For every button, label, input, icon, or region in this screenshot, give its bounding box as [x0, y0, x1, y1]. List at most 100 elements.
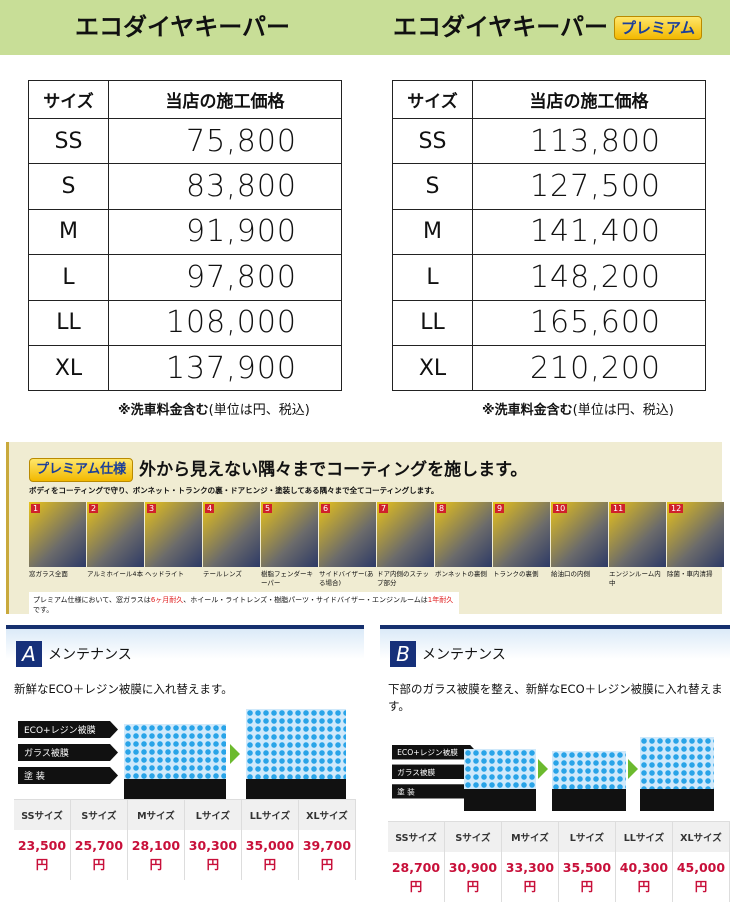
- item-number: 11: [611, 504, 626, 513]
- size-header-row: SSサイズ Sサイズ Mサイズ Lサイズ LLサイズ XLサイズ: [14, 799, 357, 830]
- label-glass: ガラス被膜: [392, 764, 477, 779]
- note-rest: (単位は円、税込): [208, 403, 310, 418]
- price-value: 30,300: [188, 837, 238, 853]
- coating-area-item: 7 ドア内側のステップ部分: [377, 502, 434, 588]
- price-cell: 108,000: [108, 299, 342, 346]
- yen-unit: 円: [409, 878, 423, 894]
- premium-title: エコダイヤキーパー プレミアム: [365, 0, 730, 55]
- item-caption: サイドバイザー(ある場合): [319, 570, 374, 587]
- coating-area-item: 4 テールレンズ: [203, 502, 260, 588]
- layer-diagram-after: [246, 709, 346, 779]
- maintenance-b-heading: B メンテナンス: [390, 641, 506, 667]
- price-cell: 91,900: [108, 208, 342, 256]
- item-number: 3: [147, 504, 157, 513]
- item-caption: 給油口の内側: [551, 570, 590, 578]
- size-header: サイズ: [392, 80, 473, 119]
- item-number: 7: [379, 504, 389, 513]
- premium-spec-banner: プレミアム仕様 外から見えない隅々までコーティングを施します。 ボディをコーティン…: [6, 442, 724, 618]
- price-cell: 141,400: [472, 208, 706, 256]
- fn-a: プレミアム仕様において、窓ガラスは: [33, 596, 151, 604]
- price-cell: 40,300 円: [615, 851, 673, 902]
- maintenance-a-heading: A メンテナンス: [16, 641, 132, 667]
- price-cell: 30,300 円: [184, 829, 242, 880]
- coating-area-item: 3 ヘッドライト: [145, 502, 202, 588]
- size-header: Lサイズ: [558, 821, 616, 852]
- size-cell: SS: [392, 117, 473, 165]
- coating-photo: 8: [435, 502, 492, 567]
- coating-area-item: 5 樹脂フェンダーキーパー: [261, 502, 318, 588]
- coating-photo: 2: [87, 502, 144, 567]
- premium-price-table: サイズ 当店の施工価格 SS 113,800 S 127,500 M 141,400 L 148,…: [392, 80, 706, 392]
- price-value: 35,000: [245, 837, 295, 853]
- item-number: 6: [321, 504, 331, 513]
- size-cell: S: [392, 163, 473, 210]
- layer-diagram-middle: [552, 751, 626, 789]
- layer-diagram-before: [124, 724, 226, 779]
- size-header: Mサイズ: [501, 821, 559, 852]
- item-caption: ドア内側のステップ部分: [377, 570, 429, 587]
- price-cell: 148,200: [472, 254, 706, 301]
- price-cell: 35,500 円: [558, 851, 616, 902]
- table-row: L 97,800: [28, 254, 342, 301]
- fn-red1: 6ヶ月耐久: [150, 596, 184, 604]
- header-row: サイズ 当店の施工価格: [28, 80, 342, 119]
- yen-unit: 円: [694, 878, 708, 894]
- price-cell: 137,900: [108, 344, 342, 392]
- price-value: 33,300: [505, 859, 555, 875]
- letter-b-icon: B: [390, 641, 416, 667]
- yen-unit: 円: [149, 856, 163, 872]
- price-header: 当店の施工価格: [108, 80, 342, 119]
- coating-photo: 12: [667, 502, 724, 567]
- price-cell: 75,800: [108, 117, 342, 165]
- coating-photo: 3: [145, 502, 202, 567]
- size-cell: S: [28, 163, 109, 210]
- item-number: 4: [205, 504, 215, 513]
- item-caption: トランクの裏側: [493, 570, 539, 578]
- coating-photo: 5: [261, 502, 318, 567]
- table-row: LL 165,600: [392, 299, 706, 346]
- item-caption: エンジンルーム内中: [609, 570, 661, 587]
- maintenance-a-panel: A メンテナンス 新鮮なECO＋レジン被膜に入れ替えます。 ECO+レジン被膜 ガ…: [6, 625, 364, 886]
- coating-photo: 6: [319, 502, 376, 567]
- item-number: 2: [89, 504, 99, 513]
- size-header: Sサイズ: [444, 821, 502, 852]
- banner-subtitle: ボディをコーティングで守り、ボンネット・トランクの裏・ドアヒンジ・塗装してある隅…: [29, 486, 439, 495]
- size-cell: LL: [28, 299, 109, 346]
- layer-diagram-before: [464, 749, 536, 789]
- size-cell: SS: [28, 117, 109, 165]
- size-header: Sサイズ: [70, 799, 128, 830]
- price-cell: 23,500 円: [14, 829, 71, 880]
- price-row: 23,500 円 25,700 円 28,100 円 30,300 円 35,000 円 39,70…: [14, 829, 357, 880]
- price-cell: 35,000 円: [241, 829, 299, 880]
- price-row: 28,700 円 30,900 円 33,300 円 35,500 円 40,300 円 45,00…: [388, 851, 730, 902]
- size-header-row: SSサイズ Sサイズ Mサイズ Lサイズ LLサイズ XLサイズ: [388, 821, 730, 852]
- label-glass: ガラス被膜: [18, 744, 118, 761]
- size-header: Mサイズ: [127, 799, 185, 830]
- price-value: 30,900: [448, 859, 498, 875]
- coating-area-item: 8 ボンネットの裏側: [435, 502, 492, 588]
- table-row: SS 75,800: [28, 117, 342, 165]
- price-cell: 113,800: [472, 117, 706, 165]
- coating-photo: 1: [29, 502, 86, 567]
- table-row: M 141,400: [392, 208, 706, 256]
- table-row: XL 210,200: [392, 344, 706, 392]
- size-cell: M: [28, 208, 109, 256]
- item-caption: アルミホイール4本: [87, 570, 144, 578]
- yen-unit: 円: [466, 878, 480, 894]
- paint-layer: [464, 789, 536, 811]
- maintenance-b-title: メンテナンス: [422, 647, 506, 663]
- size-header: SSサイズ: [14, 799, 71, 830]
- size-header: サイズ: [28, 80, 109, 119]
- standard-title: エコダイヤキーパー: [0, 0, 365, 55]
- arrow-icon: [538, 759, 548, 779]
- table-row: SS 113,800: [392, 117, 706, 165]
- coating-area-photos: 1 窓ガラス全面 2 アルミホイール4本 3 ヘッドライト 4 テールレンズ 5 樹脂フェンダーキ…: [29, 502, 724, 588]
- price-value: 40,300: [619, 859, 669, 875]
- price-value: 39,700: [302, 837, 352, 853]
- size-header: Lサイズ: [184, 799, 242, 830]
- arrow-icon: [230, 744, 240, 764]
- price-cell: 33,300 円: [501, 851, 559, 902]
- maintenance-b-description: 下部のガラス被膜を整え、新鮮なECO＋レジン被膜に入れ替えます。: [388, 682, 723, 713]
- price-cell: 165,600: [472, 299, 706, 346]
- price-value: 23,500: [17, 837, 67, 853]
